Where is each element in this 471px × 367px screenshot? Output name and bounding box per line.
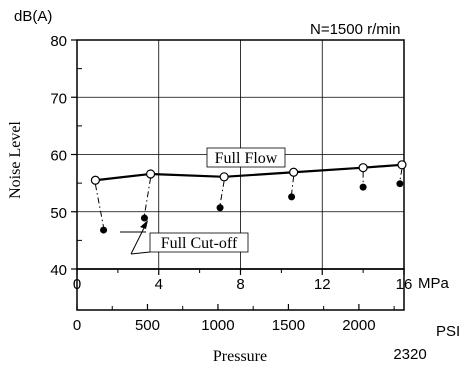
psi-tick-label: 2000: [342, 317, 375, 334]
full-cutoff-label-box: Full Cut-off: [120, 231, 249, 253]
axis-tick-labels: 40 50 60 70 80 0 4 8 12 16 0 500 1000 1500 2000: [50, 33, 412, 334]
psi-tick-label: 500: [135, 317, 160, 334]
y-tick-label: 70: [50, 90, 67, 107]
full-cutoff-point: [216, 204, 224, 212]
x-axis-title: Pressure: [213, 348, 267, 365]
full-flow-point: [219, 172, 229, 182]
drop-connector: [143, 177, 152, 216]
full-flow-label: Full Flow: [215, 150, 278, 167]
psi-tick-label: 1500: [272, 317, 305, 334]
full-cutoff-point: [140, 214, 148, 222]
mpa-unit-label: MPa: [418, 275, 450, 292]
drop-connector: [399, 168, 403, 181]
y-axis-title: Noise Level: [7, 121, 24, 199]
full-flow-label-box: Full Flow: [206, 147, 286, 168]
full-cutoff-point: [100, 226, 108, 234]
psi-tick-label: 1000: [201, 317, 234, 334]
full-cutoff-point: [359, 183, 367, 191]
psi-unit-label: PSI: [436, 323, 460, 340]
full-flow-point: [397, 160, 407, 170]
full-flow-point: [358, 163, 368, 173]
drop-connector: [219, 180, 225, 205]
mpa-tick-label: 16: [396, 276, 413, 293]
drop-connectors: [94, 168, 403, 228]
y-tick-label: 40: [50, 262, 67, 279]
cutoff-arrowhead: [140, 220, 148, 229]
full-flow-point: [145, 169, 156, 179]
full-cutoff-point: [396, 180, 404, 188]
mpa-tick-label: 12: [314, 276, 331, 293]
full-flow-point: [289, 167, 299, 177]
cutoff-leader-line-2: [130, 223, 147, 255]
mpa-tick-label: 0: [73, 276, 81, 293]
y-tick-label: 60: [50, 148, 67, 165]
cutoff-leader-line: [130, 251, 151, 255]
full-cutoff-label: Full Cut-off: [161, 235, 238, 252]
condition-label: N=1500 r/min: [310, 21, 400, 38]
axis-ticks: [71, 39, 405, 310]
y-tick-label: 80: [50, 33, 67, 50]
y-tick-label: 50: [50, 205, 67, 222]
mpa-tick-label: 8: [236, 276, 244, 293]
drop-connector: [291, 176, 295, 194]
psi-tick-label: 0: [73, 317, 81, 334]
psi-end-label: 2320: [393, 346, 426, 363]
drop-connector: [94, 184, 105, 228]
data-series: [90, 160, 407, 234]
full-flow-line: [95, 163, 403, 182]
full-cutoff-point: [288, 193, 296, 201]
mpa-tick-label: 4: [155, 276, 163, 293]
y-unit-label: dB(A): [14, 8, 52, 25]
full-flow-point: [90, 175, 100, 185]
